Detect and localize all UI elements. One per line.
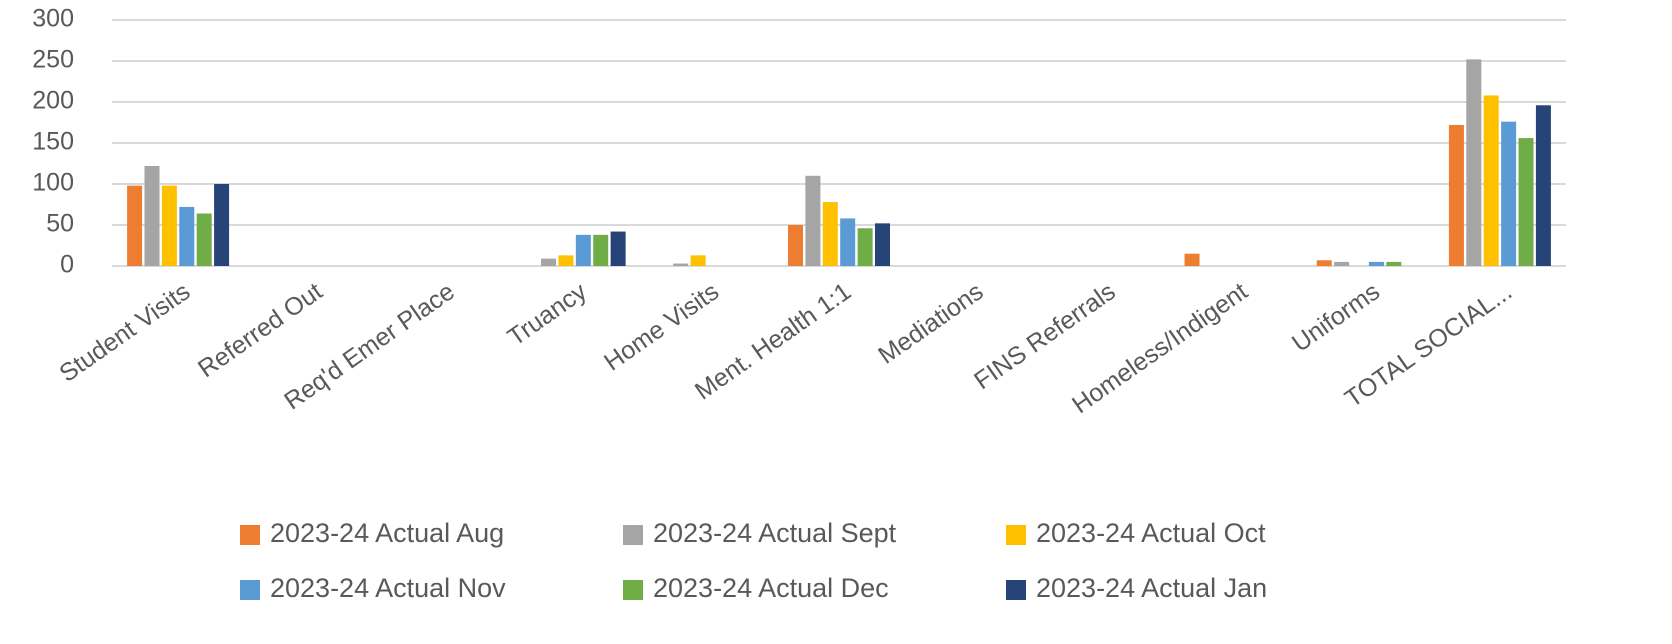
bar [1316, 260, 1332, 266]
bar [127, 185, 143, 266]
bar [840, 218, 856, 266]
bar [857, 228, 873, 266]
x-tick-label: Referred Out [193, 277, 327, 383]
legend-label: 2023-24 Actual Aug [270, 518, 504, 548]
legend-swatch [240, 525, 260, 545]
legend-label: 2023-24 Actual Oct [1036, 518, 1266, 548]
bar [822, 202, 838, 266]
bar [1518, 138, 1534, 266]
bar [690, 255, 706, 266]
bar [1184, 253, 1200, 266]
legend-label: 2023-24 Actual Nov [270, 573, 506, 603]
bar [593, 234, 609, 266]
legend-swatch [623, 525, 643, 545]
x-tick-label: Student Visits [54, 277, 195, 387]
bar [558, 255, 574, 266]
bar [1483, 95, 1499, 266]
legend-swatch [623, 580, 643, 600]
bar [1501, 121, 1517, 267]
legend-label: 2023-24 Actual Sept [653, 518, 897, 548]
bar [196, 213, 212, 266]
legend-swatch [240, 580, 260, 600]
legend-swatch [1006, 525, 1026, 545]
bar [575, 234, 591, 266]
bar [1334, 261, 1350, 266]
y-tick-label: 300 [32, 5, 74, 33]
bar [875, 223, 890, 266]
y-tick-label: 100 [32, 169, 74, 197]
x-tick-label: Uniforms [1287, 277, 1385, 357]
legend-label: 2023-24 Actual Jan [1036, 573, 1267, 603]
bar [788, 225, 803, 266]
x-tick-label: Home Visits [599, 277, 724, 376]
bar [1386, 261, 1402, 266]
bar [673, 263, 689, 266]
y-tick-label: 150 [32, 128, 74, 156]
bar [805, 175, 821, 266]
bar [179, 206, 195, 266]
bar [144, 165, 160, 266]
y-tick-label: 250 [32, 46, 74, 74]
legend-label: 2023-24 Actual Dec [653, 573, 889, 603]
bar [610, 231, 626, 266]
x-tick-label: Truancy [503, 277, 593, 351]
y-tick-label: 0 [60, 251, 74, 279]
legend-swatch [1006, 580, 1026, 600]
y-tick-label: 50 [46, 210, 74, 238]
bar [1535, 105, 1551, 266]
bar [541, 258, 557, 266]
bar [214, 184, 230, 266]
y-tick-label: 200 [32, 87, 74, 115]
bar [1368, 261, 1384, 266]
bar [1448, 124, 1464, 267]
x-tick-label: Mediations [873, 277, 988, 369]
bar [1466, 59, 1482, 266]
bar [161, 185, 177, 266]
